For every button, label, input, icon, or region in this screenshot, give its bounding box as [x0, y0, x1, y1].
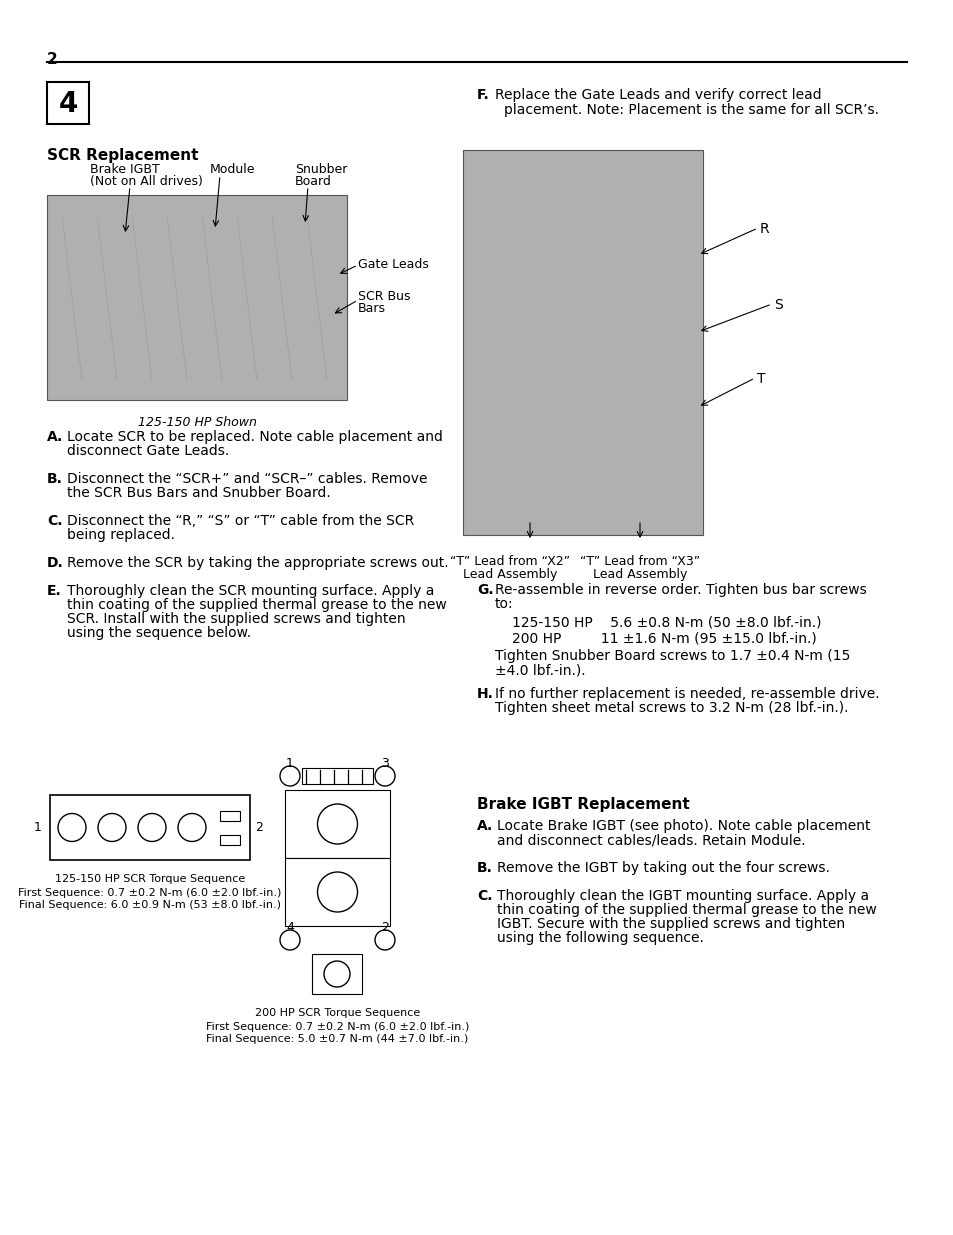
Text: SCR Bus: SCR Bus: [357, 290, 410, 303]
Text: disconnect Gate Leads.: disconnect Gate Leads.: [67, 445, 229, 458]
Text: B.: B.: [476, 861, 493, 876]
Text: “T” Lead from “X2”: “T” Lead from “X2”: [450, 555, 570, 568]
Circle shape: [375, 930, 395, 950]
Text: A.: A.: [476, 819, 493, 832]
Text: Final Sequence: 5.0 ±0.7 N-m (44 ±7.0 lbf.-in.): Final Sequence: 5.0 ±0.7 N-m (44 ±7.0 lb…: [206, 1034, 468, 1044]
Bar: [302, 768, 373, 784]
Circle shape: [280, 930, 299, 950]
Text: G.: G.: [476, 583, 493, 597]
Text: Locate Brake IGBT (see photo). Note cable placement: Locate Brake IGBT (see photo). Note cabl…: [497, 819, 869, 832]
Text: thin coating of the supplied thermal grease to the new: thin coating of the supplied thermal gre…: [67, 598, 446, 613]
Text: and disconnect cables/leads. Retain Module.: and disconnect cables/leads. Retain Modu…: [497, 832, 804, 847]
Text: “T” Lead from “X3”: “T” Lead from “X3”: [579, 555, 700, 568]
Bar: [47, 195, 347, 400]
Text: Final Sequence: 6.0 ±0.9 N-m (53 ±8.0 lbf.-in.): Final Sequence: 6.0 ±0.9 N-m (53 ±8.0 lb…: [19, 900, 281, 910]
Text: 200 HP         11 ±1.6 N-m (95 ±15.0 lbf.-in.): 200 HP 11 ±1.6 N-m (95 ±15.0 lbf.-in.): [512, 631, 816, 645]
Circle shape: [280, 766, 299, 785]
Text: Brake IGBT: Brake IGBT: [90, 163, 159, 177]
Text: Gate Leads: Gate Leads: [357, 258, 429, 270]
Text: being replaced.: being replaced.: [67, 529, 174, 542]
Circle shape: [317, 804, 357, 844]
Text: A.: A.: [47, 430, 63, 445]
Circle shape: [58, 814, 86, 841]
Text: F.: F.: [476, 88, 489, 103]
Text: B.: B.: [47, 472, 63, 487]
Text: Snubber: Snubber: [294, 163, 347, 177]
Text: T: T: [757, 372, 764, 387]
Text: 125-150 HP SCR Torque Sequence: 125-150 HP SCR Torque Sequence: [55, 874, 245, 884]
Bar: [462, 149, 702, 535]
Text: 200 HP SCR Torque Sequence: 200 HP SCR Torque Sequence: [254, 1008, 419, 1018]
Circle shape: [138, 814, 166, 841]
Text: Lead Assembly: Lead Assembly: [462, 568, 557, 580]
Bar: [220, 811, 240, 821]
Text: Tighten Snubber Board screws to 1.7 ±0.4 N-m (15: Tighten Snubber Board screws to 1.7 ±0.4…: [495, 650, 849, 663]
Text: Disconnect the “R,” “S” or “T” cable from the SCR: Disconnect the “R,” “S” or “T” cable fro…: [67, 514, 414, 529]
Text: SCR. Install with the supplied screws and tighten: SCR. Install with the supplied screws an…: [67, 613, 405, 626]
Text: 3: 3: [380, 757, 389, 769]
Circle shape: [324, 961, 350, 987]
Circle shape: [98, 814, 126, 841]
Text: using the following sequence.: using the following sequence.: [497, 931, 703, 945]
Text: D.: D.: [47, 556, 64, 571]
Text: First Sequence: 0.7 ±0.2 N-m (6.0 ±2.0 lbf.-in.): First Sequence: 0.7 ±0.2 N-m (6.0 ±2.0 l…: [206, 1023, 469, 1032]
Text: using the sequence below.: using the sequence below.: [67, 626, 251, 640]
Text: C.: C.: [476, 889, 492, 903]
Text: C.: C.: [47, 514, 63, 529]
Text: If no further replacement is needed, re-assemble drive.: If no further replacement is needed, re-…: [495, 687, 879, 701]
Text: Brake IGBT Replacement: Brake IGBT Replacement: [476, 797, 689, 811]
Text: S: S: [773, 298, 781, 312]
Text: H.: H.: [476, 687, 494, 701]
Text: 4: 4: [58, 90, 77, 119]
Text: Module: Module: [210, 163, 255, 177]
Text: 1: 1: [286, 757, 294, 769]
Text: Thoroughly clean the SCR mounting surface. Apply a: Thoroughly clean the SCR mounting surfac…: [67, 584, 434, 598]
Text: E.: E.: [47, 584, 62, 598]
Text: First Sequence: 0.7 ±0.2 N-m (6.0 ±2.0 lbf.-in.): First Sequence: 0.7 ±0.2 N-m (6.0 ±2.0 l…: [18, 888, 281, 898]
Text: the SCR Bus Bars and Snubber Board.: the SCR Bus Bars and Snubber Board.: [67, 487, 331, 500]
Text: Replace the Gate Leads and verify correct lead: Replace the Gate Leads and verify correc…: [495, 88, 821, 103]
Text: IGBT. Secure with the supplied screws and tighten: IGBT. Secure with the supplied screws an…: [497, 918, 844, 931]
Text: 2: 2: [254, 821, 263, 834]
Bar: [50, 795, 250, 860]
Text: Lead Assembly: Lead Assembly: [592, 568, 686, 580]
Text: ±4.0 lbf.-in.).: ±4.0 lbf.-in.).: [495, 663, 585, 677]
Text: R: R: [760, 222, 769, 236]
Text: 4: 4: [286, 921, 294, 934]
Circle shape: [178, 814, 206, 841]
Text: 125-150 HP    5.6 ±0.8 N-m (50 ±8.0 lbf.-in.): 125-150 HP 5.6 ±0.8 N-m (50 ±8.0 lbf.-in…: [512, 615, 821, 629]
Text: Remove the SCR by taking the appropriate screws out.: Remove the SCR by taking the appropriate…: [67, 556, 448, 571]
Text: Locate SCR to be replaced. Note cable placement and: Locate SCR to be replaced. Note cable pl…: [67, 430, 442, 445]
Text: placement. Note: Placement is the same for all SCR’s.: placement. Note: Placement is the same f…: [503, 103, 878, 117]
Bar: [220, 835, 240, 845]
Text: Thoroughly clean the IGBT mounting surface. Apply a: Thoroughly clean the IGBT mounting surfa…: [497, 889, 868, 903]
Text: Disconnect the “SCR+” and “SCR–” cables. Remove: Disconnect the “SCR+” and “SCR–” cables.…: [67, 472, 427, 487]
Bar: [285, 790, 390, 858]
Bar: [312, 953, 361, 994]
Text: SCR Replacement: SCR Replacement: [47, 148, 198, 163]
Bar: [47, 82, 89, 124]
Circle shape: [317, 872, 357, 911]
Text: Bars: Bars: [357, 303, 386, 315]
Text: Board: Board: [294, 175, 332, 188]
Text: 125-150 HP Shown: 125-150 HP Shown: [137, 416, 256, 429]
Text: 2: 2: [380, 921, 389, 934]
Text: to:: to:: [495, 597, 513, 611]
Text: Re-assemble in reverse order. Tighten bus bar screws: Re-assemble in reverse order. Tighten bu…: [495, 583, 866, 597]
Text: Tighten sheet metal screws to 3.2 N-m (28 lbf.-in.).: Tighten sheet metal screws to 3.2 N-m (2…: [495, 701, 847, 715]
Bar: [285, 858, 390, 926]
Text: 2: 2: [47, 52, 58, 67]
Text: 1: 1: [34, 821, 42, 834]
Circle shape: [375, 766, 395, 785]
Text: (Not on All drives): (Not on All drives): [90, 175, 203, 188]
Text: thin coating of the supplied thermal grease to the new: thin coating of the supplied thermal gre…: [497, 903, 876, 918]
Text: Remove the IGBT by taking out the four screws.: Remove the IGBT by taking out the four s…: [497, 861, 829, 876]
